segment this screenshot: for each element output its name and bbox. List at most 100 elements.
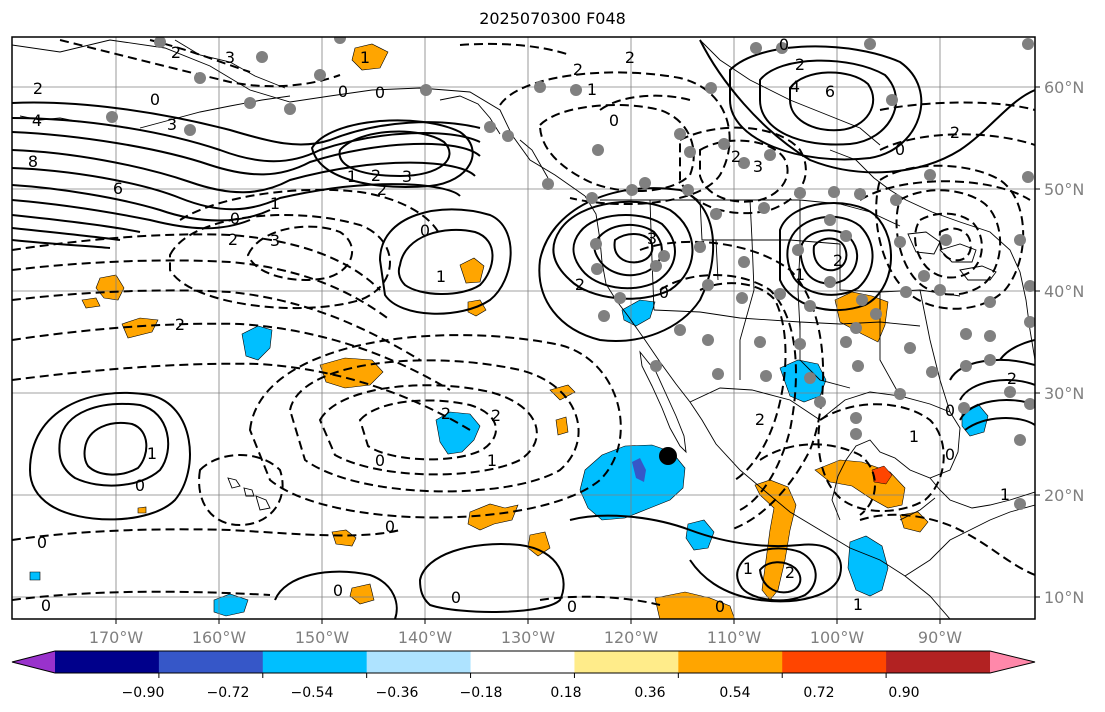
contour-label: 2: [441, 404, 451, 423]
positive-anomaly-shading: [81, 43, 929, 619]
lon-label: 120°W: [604, 628, 659, 647]
contour-label: 1: [1000, 485, 1010, 504]
contour-label: 2: [625, 48, 635, 67]
colorbar-swatch: [886, 651, 991, 673]
contour-label: 2: [228, 230, 238, 249]
contour-label: 0: [420, 221, 430, 240]
contour-label: 0: [41, 596, 51, 615]
contour-labels: 2 4 8 6 0 3 3 1 2 3 0 0 1 2 3 2 1 0 2 1 …: [28, 37, 1017, 616]
lon-label: 100°W: [810, 628, 865, 647]
graticule: [12, 37, 1035, 619]
contour-label: 0: [230, 209, 240, 228]
map-title: 2025070300 F048: [479, 9, 626, 28]
colorbar-swatch: [782, 651, 887, 673]
contour-label: 2: [1007, 369, 1017, 388]
contour-label: 2: [731, 147, 741, 166]
colorbar-label: 0.54: [719, 685, 750, 701]
colorbar-label: 0.72: [803, 685, 834, 701]
colorbar-labels: −0.90 −0.72 −0.54 −0.36 −0.18 0.18 0.36 …: [122, 685, 920, 701]
lat-label: 10°N: [1044, 588, 1084, 607]
contour-label: 2: [575, 275, 585, 294]
contour-label: 2: [371, 166, 381, 185]
contour-label: 0: [150, 90, 160, 109]
contour-label: 2: [833, 251, 843, 270]
colorbar-extend-max: [990, 651, 1035, 673]
lat-label: 50°N: [1044, 180, 1084, 199]
lat-label: 40°N: [1044, 282, 1084, 301]
contour-label: 3: [647, 229, 657, 248]
colorbar-label: −0.36: [376, 685, 419, 701]
lon-label: 150°W: [295, 628, 350, 647]
map-layers: 2 4 8 6 0 3 3 1 2 3 0 0 1 2 3 2 1 0 2 1 …: [12, 37, 1035, 619]
colorbar-swatch: [158, 651, 264, 673]
contour-label: 2: [491, 406, 501, 425]
lat-label: 30°N: [1044, 384, 1084, 403]
contour-label: 1: [347, 167, 357, 186]
location-marker: [659, 447, 677, 465]
colorbar-swatch: [55, 651, 160, 673]
colorbar-label: −0.54: [291, 685, 334, 701]
lon-label: 90°W: [918, 628, 962, 647]
lat-label: 60°N: [1044, 78, 1084, 97]
contour-label: 0: [37, 533, 47, 552]
colorbar-label: 0.36: [634, 685, 665, 701]
contour-label: 2: [950, 123, 960, 142]
contour-label: 2: [33, 79, 43, 98]
contour-label: 1: [360, 48, 370, 67]
contour-label: 4: [32, 111, 42, 130]
lat-label: 20°N: [1044, 486, 1084, 505]
colorbar-swatch: [366, 651, 472, 673]
negative-anomaly-shading: [29, 299, 989, 617]
contour-label: 0: [715, 597, 725, 616]
longitude-labels: 170°W 160°W 150°W 140°W 130°W 120°W 110°…: [89, 628, 962, 647]
contour-label: 2: [377, 180, 387, 199]
contour-label: 1: [853, 595, 863, 614]
contour-label: 2: [171, 43, 181, 62]
contour-label: 6: [113, 179, 123, 198]
contour-label: 3: [402, 167, 412, 186]
contour-label: 0: [659, 283, 669, 302]
contour-label: 0: [375, 83, 385, 102]
colorbar-label: −0.90: [122, 685, 165, 701]
contour-label: 0: [609, 111, 619, 130]
contour-label: 3: [753, 157, 763, 176]
contour-label: 0: [333, 581, 343, 600]
contour-label: 0: [945, 445, 955, 464]
contour-label: 0: [567, 597, 577, 616]
colorbar-swatch: [262, 651, 368, 673]
contour-label: 1: [909, 427, 919, 446]
lon-label: 170°W: [89, 628, 144, 647]
lon-label: 160°W: [192, 628, 247, 647]
contour-label: 1: [743, 559, 753, 578]
tick-marks: [115, 86, 1040, 624]
contour-label: 2: [785, 563, 795, 582]
dashed-contours: [12, 39, 1035, 606]
contour-label: 0: [945, 401, 955, 420]
contour-label: 0: [135, 476, 145, 495]
contour-label: 3: [167, 115, 177, 134]
lon-label: 140°W: [398, 628, 453, 647]
latitude-labels: 60°N 50°N 40°N 30°N 20°N 10°N: [1044, 78, 1084, 607]
contour-label: 1: [147, 444, 157, 463]
contour-label: 1: [795, 265, 805, 284]
contour-label: 1: [487, 451, 497, 470]
contour-label: 2: [573, 60, 583, 79]
contour-label: 2: [755, 410, 765, 429]
colorbar-extend-min: [12, 651, 55, 673]
contour-label: 3: [270, 231, 280, 250]
solid-contours: [12, 39, 1035, 619]
contour-label: 0: [385, 517, 395, 536]
contour-label: 1: [270, 194, 280, 213]
colorbar-swatch: [678, 651, 783, 673]
contour-label: 0: [895, 140, 905, 159]
contour-label: 6: [825, 82, 835, 101]
contour-label: 2: [175, 315, 185, 334]
contour-label: 2: [795, 55, 805, 74]
contour-label: 0: [338, 82, 348, 101]
colorbar-label: 0.18: [550, 685, 581, 701]
contour-label: 3: [225, 48, 235, 67]
colorbar-swatch: [574, 651, 679, 673]
colorbar-label: −0.18: [460, 685, 503, 701]
lon-label: 130°W: [501, 628, 556, 647]
